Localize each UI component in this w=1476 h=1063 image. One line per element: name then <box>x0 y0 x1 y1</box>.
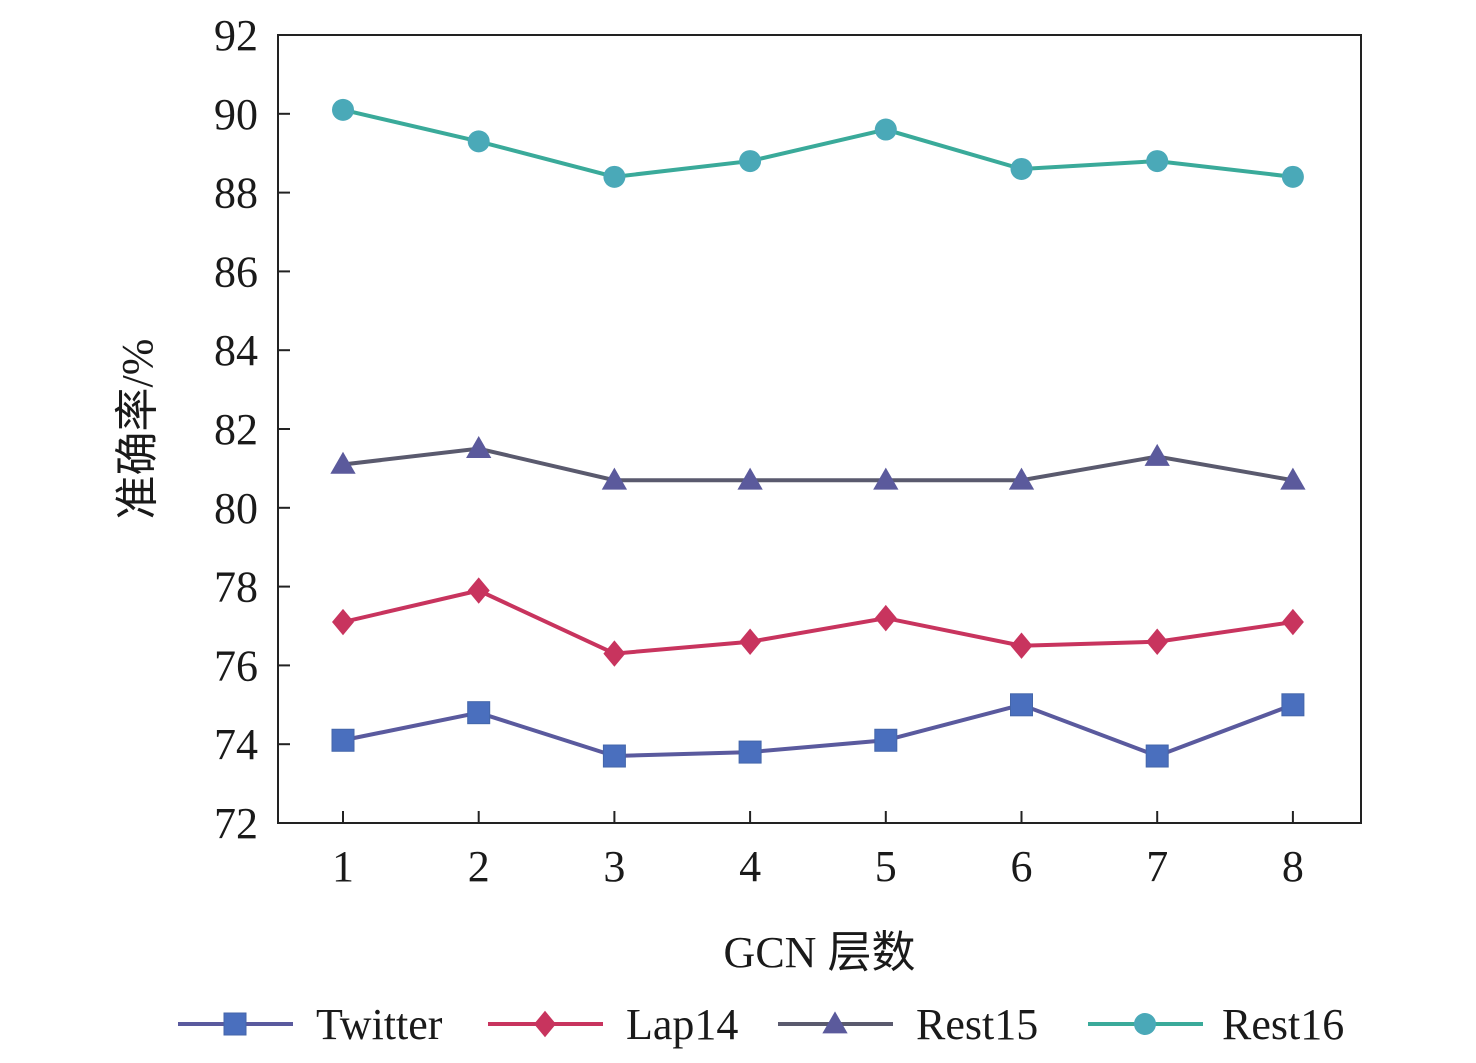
data-point-rest15 <box>466 436 492 459</box>
series-line-rest16 <box>342 107 1294 179</box>
data-point-rest15 <box>330 451 356 474</box>
y-tick-label: 78 <box>214 563 258 612</box>
legend-item-twitter: Twitter <box>178 1000 443 1049</box>
y-tick-label: 92 <box>214 11 258 60</box>
series-line-rest15 <box>342 446 1294 483</box>
data-point-lap14 <box>1146 628 1169 655</box>
data-point-lap14 <box>467 577 490 604</box>
data-point-twitter <box>1281 693 1305 717</box>
y-tick-label: 84 <box>214 326 258 375</box>
data-point-rest15 <box>601 467 628 490</box>
data-point-twitter <box>467 701 491 725</box>
plot-frame <box>277 34 1362 824</box>
x-axis: 1 2 3 4 5 6 7 8 <box>332 811 1304 891</box>
data-point-rest16 <box>603 165 626 188</box>
series-layer <box>330 98 1306 768</box>
data-point-twitter <box>331 728 355 752</box>
series-rest15 <box>330 436 1306 490</box>
data-point-rest15 <box>873 467 899 490</box>
y-tick-label: 86 <box>214 247 258 296</box>
data-point-lap14 <box>603 640 626 667</box>
x-tick-label: 5 <box>875 842 897 891</box>
data-point-rest16 <box>1146 150 1169 173</box>
series-line-lap14 <box>342 588 1294 656</box>
data-point-rest16 <box>1281 165 1304 188</box>
legend-marker-twitter <box>223 1012 247 1036</box>
series-line-twitter <box>342 702 1294 759</box>
series-twitter <box>331 693 1305 768</box>
data-point-lap14 <box>332 608 354 636</box>
legend-item-lap14: Lap14 <box>488 1000 738 1049</box>
legend-label-lap14: Lap14 <box>626 1000 738 1049</box>
data-point-rest15 <box>737 467 763 490</box>
plot-border <box>277 34 1362 824</box>
x-tick-label: 4 <box>739 842 761 891</box>
x-tick-label: 8 <box>1282 842 1304 891</box>
y-axis: 72 74 76 78 80 82 84 86 88 90 92 <box>214 11 290 848</box>
data-point-twitter <box>738 740 762 764</box>
data-point-rest15 <box>1144 443 1170 466</box>
data-point-rest16 <box>332 98 354 121</box>
series-lap14 <box>332 577 1304 667</box>
data-point-twitter <box>874 728 898 752</box>
x-tick-label: 3 <box>603 842 625 891</box>
data-point-rest16 <box>467 130 490 153</box>
x-tick-label: 1 <box>332 842 354 891</box>
y-tick-label: 88 <box>214 169 258 218</box>
legend-item-rest16: Rest16 <box>1088 1000 1344 1049</box>
y-tick-label: 76 <box>214 641 258 690</box>
legend-marker-rest15 <box>822 1011 848 1034</box>
data-point-rest15 <box>1280 467 1306 490</box>
legend-label-twitter: Twitter <box>316 1000 443 1049</box>
data-point-twitter <box>1145 744 1169 768</box>
data-point-twitter <box>602 744 626 768</box>
legend-label-rest15: Rest15 <box>916 1000 1038 1049</box>
y-tick-label: 72 <box>214 799 258 848</box>
data-point-lap14 <box>1281 608 1304 636</box>
x-tick-label: 2 <box>468 842 490 891</box>
legend-item-rest15: Rest15 <box>778 1000 1038 1049</box>
data-point-twitter <box>1010 693 1033 717</box>
data-point-rest15 <box>1008 467 1035 490</box>
legend-marker-rest16 <box>1134 1013 1156 1035</box>
legend: Twitter Lap14 Rest15 Rest16 <box>178 1000 1344 1049</box>
x-tick-label: 7 <box>1146 842 1168 891</box>
data-point-lap14 <box>739 628 762 655</box>
legend-marker-lap14 <box>534 1010 556 1038</box>
y-tick-label: 90 <box>214 90 258 139</box>
y-tick-label: 80 <box>214 484 258 533</box>
data-point-lap14 <box>874 604 897 632</box>
y-axis-title: 准确率/% <box>113 339 162 520</box>
data-point-rest16 <box>1010 157 1033 180</box>
legend-label-rest16: Rest16 <box>1222 1000 1344 1049</box>
data-point-rest16 <box>739 150 762 173</box>
x-tick-label: 6 <box>1011 842 1033 891</box>
data-point-rest16 <box>874 118 897 141</box>
y-tick-label: 82 <box>214 405 258 454</box>
data-point-lap14 <box>1010 632 1033 659</box>
x-axis-title: GCN 层数 <box>724 928 916 977</box>
y-tick-label: 74 <box>214 720 258 769</box>
series-rest16 <box>332 98 1304 188</box>
